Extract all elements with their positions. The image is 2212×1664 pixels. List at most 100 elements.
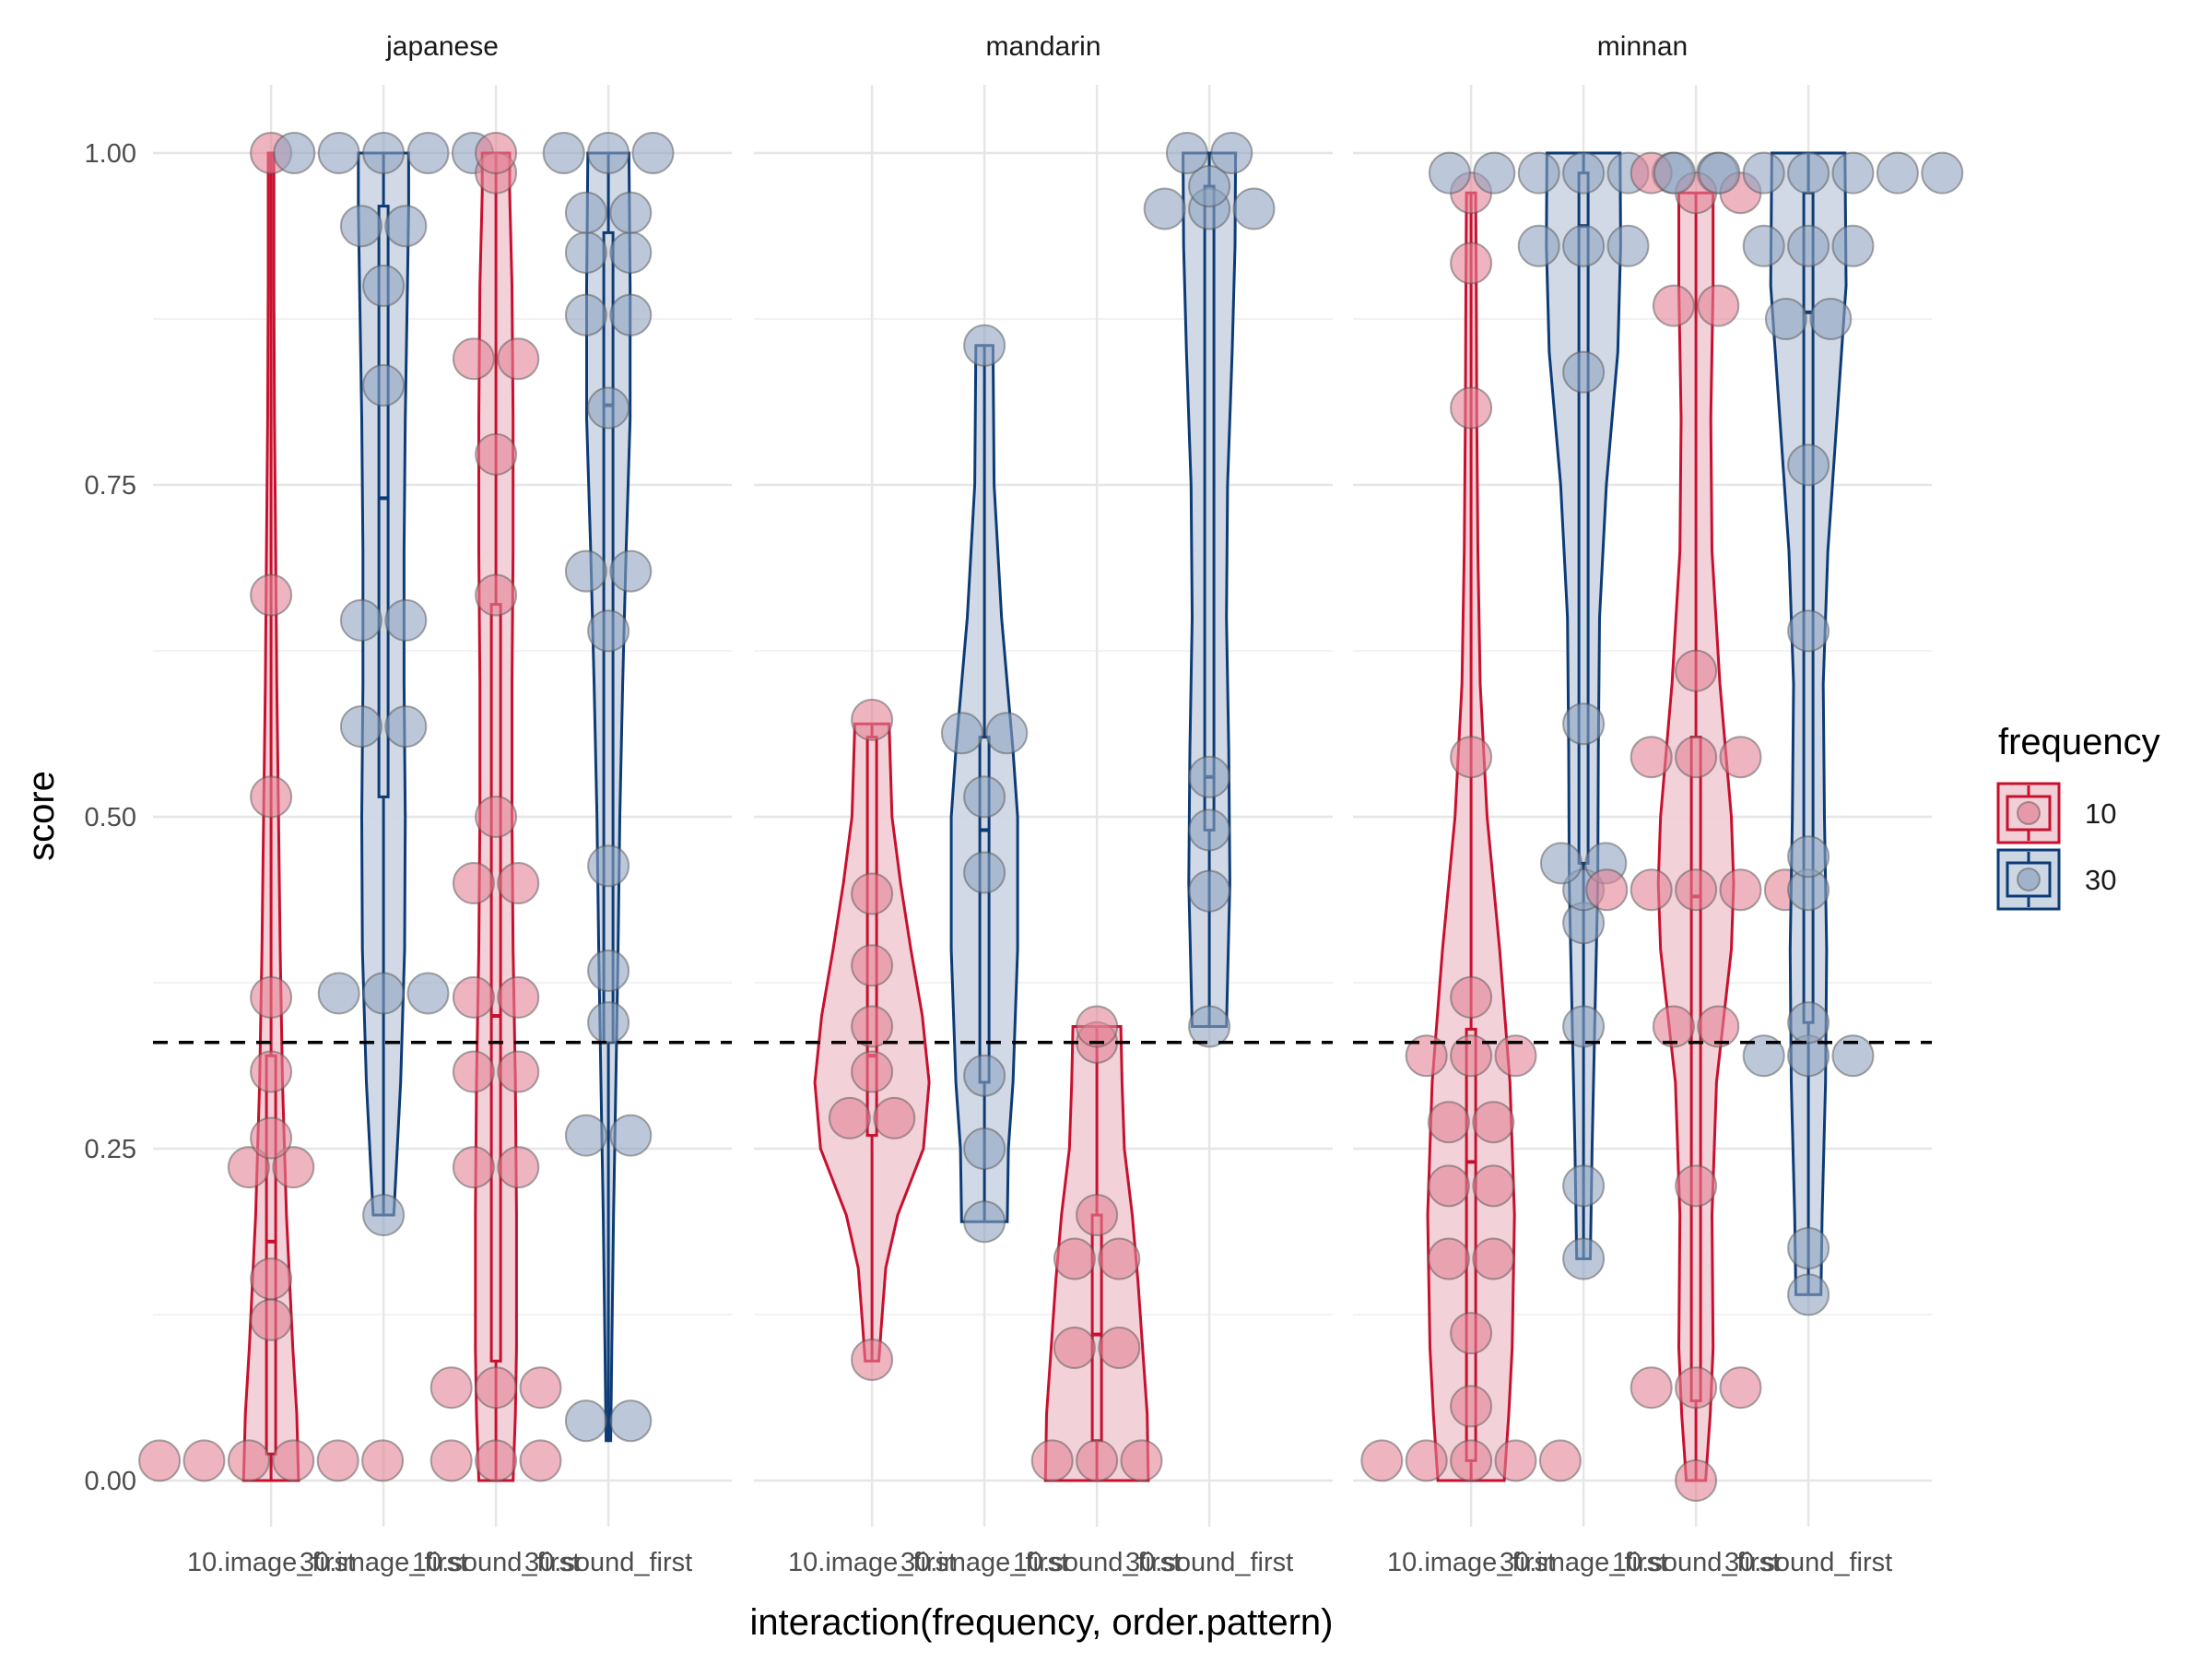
data-point bbox=[1405, 1034, 1448, 1078]
data-point bbox=[362, 132, 406, 174]
data-point bbox=[1450, 736, 1493, 779]
data-point bbox=[1472, 1101, 1515, 1144]
data-point bbox=[851, 1050, 894, 1093]
x-tick-label: 30.sound_first bbox=[1125, 1548, 1293, 1577]
violin-shape bbox=[1769, 151, 1848, 1296]
data-point bbox=[1742, 224, 1785, 267]
data-point bbox=[1719, 1366, 1762, 1410]
legend-label-30: 30 bbox=[2085, 864, 2116, 896]
legend-title: frequency bbox=[1998, 722, 2160, 762]
data-point bbox=[851, 1005, 894, 1048]
x-tick-label: 10.image_first bbox=[788, 1548, 956, 1577]
data-point bbox=[1405, 1439, 1448, 1482]
data-point bbox=[138, 1439, 182, 1482]
data-point bbox=[1698, 151, 1741, 195]
data-point bbox=[1764, 298, 1807, 340]
data-point bbox=[250, 573, 293, 617]
data-point bbox=[1787, 151, 1830, 195]
data-point bbox=[452, 1146, 495, 1189]
data-point bbox=[1427, 1164, 1470, 1208]
data-point bbox=[475, 1439, 518, 1482]
data-point bbox=[1562, 1005, 1606, 1048]
data-point bbox=[1450, 386, 1493, 430]
data-point bbox=[339, 705, 382, 749]
data-point bbox=[1742, 1034, 1785, 1078]
data-point bbox=[963, 1200, 1006, 1244]
y-tick-label: 0.00 bbox=[85, 1467, 136, 1496]
data-point bbox=[317, 132, 360, 174]
data-point bbox=[1473, 151, 1516, 195]
data-point bbox=[963, 324, 1006, 367]
data-point bbox=[1120, 1439, 1163, 1482]
data-point bbox=[452, 862, 495, 904]
data-point bbox=[1562, 702, 1606, 746]
data-point bbox=[631, 132, 675, 174]
x-axis-title: interaction(frequency, order.pattern) bbox=[750, 1602, 1334, 1643]
data-point bbox=[1630, 868, 1673, 912]
data-point bbox=[497, 1146, 540, 1189]
data-point bbox=[1450, 975, 1493, 1019]
data-point bbox=[564, 1399, 607, 1443]
data-point bbox=[1539, 842, 1583, 885]
data-point bbox=[1517, 224, 1560, 267]
data-point bbox=[1876, 151, 1919, 195]
data-point bbox=[406, 972, 450, 1015]
data-point bbox=[1076, 1194, 1119, 1236]
data-point bbox=[272, 1146, 315, 1189]
violin-group-mandarin-10.sound_first bbox=[1030, 1005, 1163, 1482]
data-point bbox=[609, 231, 653, 274]
data-point bbox=[963, 1127, 1006, 1170]
data-point bbox=[1517, 151, 1560, 195]
data-point bbox=[1188, 755, 1231, 798]
data-point bbox=[384, 205, 428, 248]
data-point bbox=[587, 1001, 630, 1044]
data-point bbox=[1494, 1439, 1537, 1482]
data-point bbox=[250, 975, 293, 1019]
data-point bbox=[851, 698, 894, 741]
data-point bbox=[1675, 736, 1718, 779]
data-point bbox=[1787, 1001, 1830, 1044]
x-tick-label: 10.sound_first bbox=[1612, 1548, 1780, 1577]
violin-group-minnan-10.sound_first bbox=[1585, 151, 1806, 1502]
data-point bbox=[1030, 1439, 1074, 1482]
data-point bbox=[452, 337, 495, 381]
data-point bbox=[452, 1050, 495, 1093]
y-tick-label: 1.00 bbox=[85, 139, 136, 169]
data-point bbox=[250, 1257, 293, 1301]
data-point bbox=[1053, 1237, 1096, 1280]
x-tick-label: 30.image_first bbox=[300, 1548, 467, 1577]
facet-label-minnan: minnan bbox=[1597, 31, 1688, 62]
data-point bbox=[1787, 1227, 1830, 1269]
data-point bbox=[963, 1054, 1006, 1097]
data-point bbox=[609, 1399, 653, 1443]
data-point bbox=[1675, 868, 1718, 912]
data-point bbox=[1450, 1034, 1493, 1078]
data-point bbox=[1427, 1101, 1470, 1144]
data-point bbox=[1450, 242, 1493, 285]
data-point bbox=[1427, 1237, 1470, 1280]
y-axis-title: score bbox=[21, 771, 62, 861]
data-point bbox=[1450, 1312, 1493, 1355]
data-point bbox=[587, 132, 630, 174]
data-point bbox=[1719, 868, 1762, 912]
data-point bbox=[1472, 1164, 1515, 1208]
data-point bbox=[272, 1439, 315, 1482]
violin-group-japanese-10.sound_first bbox=[429, 132, 562, 1482]
data-point bbox=[1787, 609, 1830, 653]
violin-group-mandarin-10.image_first bbox=[813, 698, 931, 1381]
legend-key-30: 30 bbox=[1996, 848, 2116, 911]
data-point bbox=[564, 549, 607, 593]
facet-panel-japanese: japanese 10.image_first30.image_first10.s… bbox=[138, 31, 732, 1577]
data-point bbox=[564, 191, 607, 234]
data-point bbox=[429, 1439, 473, 1482]
data-point bbox=[542, 132, 585, 174]
data-point bbox=[1562, 224, 1606, 267]
data-point bbox=[1675, 1164, 1718, 1208]
data-point bbox=[609, 1114, 653, 1157]
data-point bbox=[1675, 1459, 1718, 1502]
data-point bbox=[609, 549, 653, 593]
data-point bbox=[362, 364, 406, 407]
data-point bbox=[985, 712, 1029, 755]
data-point bbox=[1675, 1366, 1718, 1410]
data-point bbox=[384, 705, 428, 749]
